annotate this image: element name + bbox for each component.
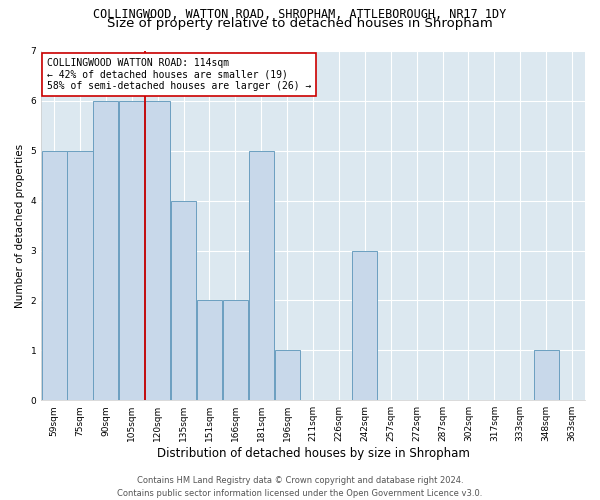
Bar bbox=[41, 151, 67, 400]
Bar bbox=[171, 200, 196, 400]
Bar bbox=[223, 300, 248, 400]
Bar bbox=[197, 300, 222, 400]
Text: Contains HM Land Registry data © Crown copyright and database right 2024.
Contai: Contains HM Land Registry data © Crown c… bbox=[118, 476, 482, 498]
Bar bbox=[275, 350, 300, 400]
Text: COLLINGWOOD, WATTON ROAD, SHROPHAM, ATTLEBOROUGH, NR17 1DY: COLLINGWOOD, WATTON ROAD, SHROPHAM, ATTL… bbox=[94, 8, 506, 20]
Bar bbox=[533, 350, 559, 400]
Bar bbox=[145, 101, 170, 400]
Bar bbox=[249, 151, 274, 400]
Y-axis label: Number of detached properties: Number of detached properties bbox=[15, 144, 25, 308]
Bar bbox=[119, 101, 145, 400]
Bar bbox=[94, 101, 118, 400]
Text: COLLINGWOOD WATTON ROAD: 114sqm
← 42% of detached houses are smaller (19)
58% of: COLLINGWOOD WATTON ROAD: 114sqm ← 42% of… bbox=[47, 58, 311, 91]
Bar bbox=[67, 151, 92, 400]
Text: Size of property relative to detached houses in Shropham: Size of property relative to detached ho… bbox=[107, 18, 493, 30]
Bar bbox=[352, 250, 377, 400]
X-axis label: Distribution of detached houses by size in Shropham: Distribution of detached houses by size … bbox=[157, 447, 470, 460]
